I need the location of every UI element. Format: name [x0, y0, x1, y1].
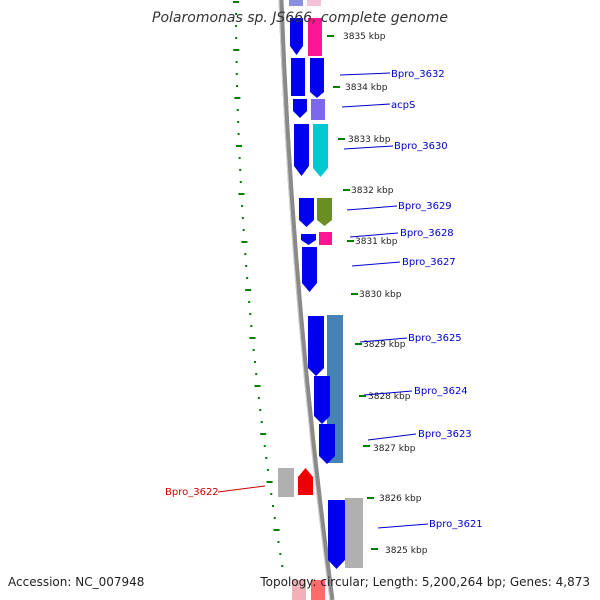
gene-label[interactable]: Bpro_3632	[391, 69, 445, 80]
gene-arrow[interactable]	[293, 99, 307, 118]
gene-arrow[interactable]	[301, 234, 316, 245]
gene-arrow[interactable]	[328, 500, 345, 569]
gene-label-red[interactable]: Bpro_3622	[165, 487, 219, 498]
gene-label[interactable]: Bpro_3624	[414, 386, 468, 397]
tick-label: 3829 kbp	[363, 340, 406, 350]
gene-arrow[interactable]	[319, 424, 335, 464]
kbp-ticks: 3835 kbp 3834 kbp 3833 kbp 3832 kbp 3831…	[327, 32, 428, 556]
gene-label[interactable]: Bpro_3629	[398, 201, 452, 212]
gene-arrow[interactable]	[294, 124, 309, 176]
gene-label[interactable]: Bpro_3625	[408, 333, 462, 344]
gene-label[interactable]: acpS	[391, 100, 415, 111]
tick-label: 3826 kbp	[379, 494, 422, 504]
gene-arrow[interactable]	[302, 247, 317, 292]
gene-label-leaders	[217, 72, 429, 529]
accession-text: Accession: NC_007948	[8, 575, 145, 589]
gene-arrow[interactable]	[308, 316, 324, 376]
page-title: Polaromonas sp. JS666, complete genome	[152, 10, 448, 26]
gene-arrow[interactable]	[310, 58, 324, 98]
gene-arrow[interactable]	[313, 124, 328, 177]
gene-block[interactable]	[345, 498, 363, 568]
tick-label: 3827 kbp	[373, 444, 416, 454]
topology-text: Topology: circular; Length: 5,200,264 bp…	[260, 575, 590, 589]
gene-features	[278, 0, 363, 600]
gene-label[interactable]: Bpro_3628	[400, 228, 454, 239]
gene-partial[interactable]	[289, 0, 303, 6]
gene-partial[interactable]	[311, 580, 325, 600]
gene-labels[interactable]: Bpro_3632 acpS Bpro_3630 Bpro_3629 Bpro_…	[165, 69, 483, 530]
tick-label: 3828 kbp	[368, 392, 411, 402]
tick-label: 3830 kbp	[359, 290, 402, 300]
gene-arrow[interactable]	[314, 376, 330, 424]
tick-label: 3831 kbp	[355, 237, 398, 247]
gene-label[interactable]: Bpro_3630	[394, 141, 448, 152]
gene-label[interactable]: Bpro_3623	[418, 429, 472, 440]
tick-label: 3833 kbp	[348, 135, 391, 145]
gene-block[interactable]	[278, 468, 294, 497]
gene-label[interactable]: Bpro_3621	[429, 519, 483, 530]
gene-block[interactable]	[308, 18, 322, 56]
gene-block[interactable]	[319, 232, 332, 245]
tick-label: 3834 kbp	[345, 83, 388, 93]
genome-backbone	[278, 0, 335, 600]
gene-arrow[interactable]	[299, 198, 314, 227]
gene-block[interactable]	[311, 99, 325, 120]
gene-arrow-red[interactable]	[298, 468, 313, 495]
tick-track	[233, 1, 284, 567]
gene-label[interactable]: Bpro_3627	[402, 257, 456, 268]
gene-partial[interactable]	[292, 580, 306, 600]
gene-partial[interactable]	[307, 0, 321, 6]
gene-block[interactable]	[291, 58, 305, 96]
gene-arrow[interactable]	[317, 198, 332, 226]
gene-arrow[interactable]	[290, 18, 303, 55]
tick-label: 3832 kbp	[351, 186, 394, 196]
tick-label: 3825 kbp	[385, 546, 428, 556]
tick-label: 3835 kbp	[343, 32, 386, 42]
